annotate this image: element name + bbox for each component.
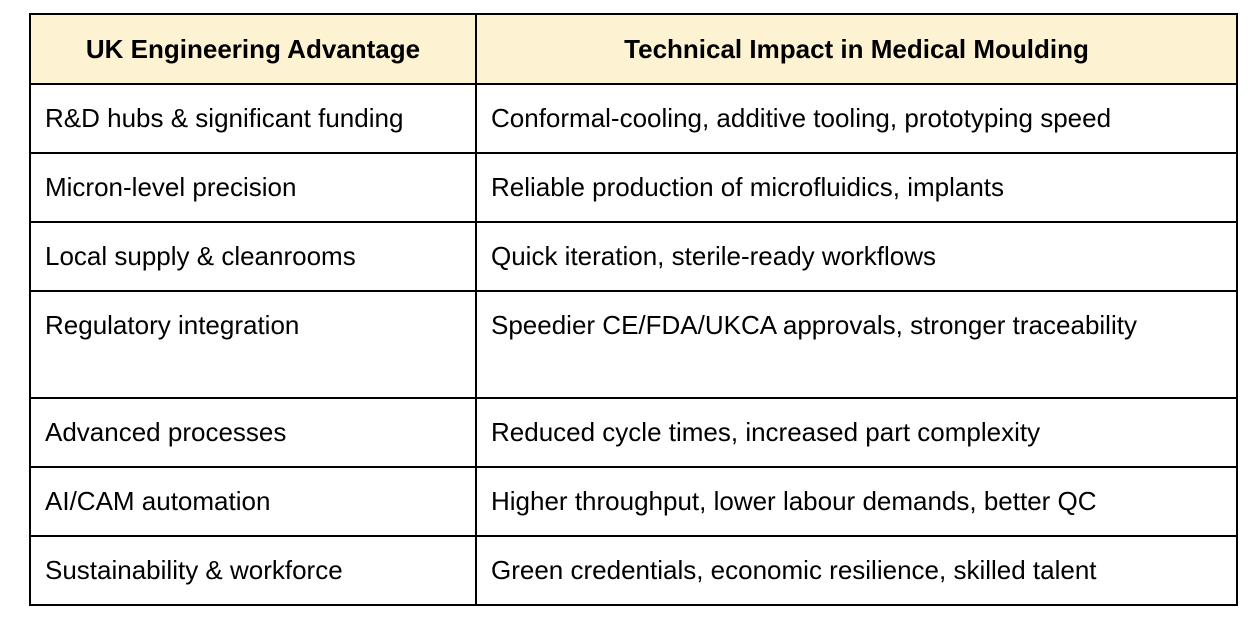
table-row: Regulatory integration Speedier CE/FDA/U… — [29, 290, 1238, 399]
header-cell-advantage: UK Engineering Advantage — [29, 13, 477, 85]
table-row: Local supply & cleanrooms Quick iteratio… — [29, 221, 1238, 292]
impact-cell: Speedier CE/FDA/UKCA approvals, stronger… — [475, 290, 1238, 399]
table-body: R&D hubs & significant funding Conformal… — [29, 83, 1238, 606]
table-row: Micron-level precision Reliable producti… — [29, 152, 1238, 223]
advantage-cell: Sustainability & workforce — [29, 535, 477, 606]
impact-cell: Quick iteration, sterile-ready workflows — [475, 221, 1238, 292]
table-row: AI/CAM automation Higher throughput, low… — [29, 466, 1238, 537]
advantage-cell: AI/CAM automation — [29, 466, 477, 537]
header-cell-impact: Technical Impact in Medical Moulding — [475, 13, 1238, 85]
advantage-cell: Advanced processes — [29, 397, 477, 468]
impact-cell: Reliable production of microfluidics, im… — [475, 152, 1238, 223]
impact-cell: Conformal-cooling, additive tooling, pro… — [475, 83, 1238, 154]
advantage-table: UK Engineering Advantage Technical Impac… — [29, 13, 1238, 606]
header-row: UK Engineering Advantage Technical Impac… — [29, 13, 1238, 85]
impact-cell: Green credentials, economic resilience, … — [475, 535, 1238, 606]
impact-cell: Reduced cycle times, increased part comp… — [475, 397, 1238, 468]
table-row: Sustainability & workforce Green credent… — [29, 535, 1238, 606]
table-row: R&D hubs & significant funding Conformal… — [29, 83, 1238, 154]
table-header: UK Engineering Advantage Technical Impac… — [29, 13, 1238, 85]
advantage-cell: Micron-level precision — [29, 152, 477, 223]
advantage-cell: Local supply & cleanrooms — [29, 221, 477, 292]
advantage-cell: R&D hubs & significant funding — [29, 83, 477, 154]
table-row: Advanced processes Reduced cycle times, … — [29, 397, 1238, 468]
advantage-cell: Regulatory integration — [29, 290, 477, 399]
impact-cell: Higher throughput, lower labour demands,… — [475, 466, 1238, 537]
